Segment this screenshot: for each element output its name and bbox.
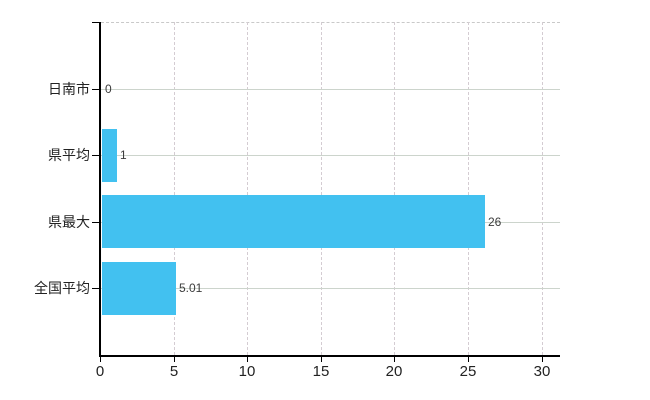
- grid-line-vertical: [541, 22, 543, 355]
- x-axis-tick-mark: [542, 357, 543, 362]
- bar: [102, 262, 176, 315]
- x-axis-tick-mark: [174, 357, 175, 362]
- grid-line-vertical: [394, 22, 396, 355]
- category-label: 県最大: [48, 214, 90, 230]
- x-axis-tick-mark: [394, 357, 395, 362]
- x-tick-label: 15: [312, 363, 330, 380]
- x-axis-tick-mark: [100, 357, 101, 362]
- x-axis-tick-mark: [247, 357, 248, 362]
- category-label: 全国平均: [34, 280, 90, 296]
- grid-line-vertical: [320, 22, 322, 355]
- bar: [102, 195, 485, 248]
- grid-line-vertical: [173, 22, 175, 355]
- grid-line-vertical: [247, 22, 249, 355]
- y-axis-tick-mark: [92, 155, 99, 156]
- x-tick-label: 0: [95, 363, 105, 380]
- bar-value-label: 26: [488, 215, 502, 229]
- y-axis-tick-mark: [92, 89, 99, 90]
- x-tick-label: 25: [459, 363, 477, 380]
- y-axis-line: [99, 22, 101, 356]
- bar: [102, 129, 117, 182]
- x-axis-tick-mark: [321, 357, 322, 362]
- bar-value-label: 0: [105, 82, 112, 96]
- bar-value-label: 1: [120, 148, 127, 162]
- y-axis-tick-mark: [92, 288, 99, 289]
- category-label: 県平均: [48, 147, 90, 163]
- grid-line-horizontal: [101, 89, 560, 90]
- y-axis-tick-mark: [92, 222, 99, 223]
- x-tick-label: 10: [238, 363, 256, 380]
- category-label: 日南市: [48, 81, 90, 97]
- grid-line-horizontal: [101, 155, 560, 156]
- y-axis-tick-mark: [92, 22, 99, 23]
- x-tick-label: 30: [533, 363, 551, 380]
- plot-top-border: [101, 22, 560, 23]
- grid-line-horizontal: [101, 288, 560, 289]
- grid-line-vertical: [468, 22, 469, 355]
- x-axis-line: [99, 355, 560, 357]
- x-tick-label: 5: [169, 363, 179, 380]
- x-tick-label: 20: [385, 363, 403, 380]
- x-axis-tick-mark: [468, 357, 469, 362]
- bar-value-label: 5.01: [179, 281, 203, 295]
